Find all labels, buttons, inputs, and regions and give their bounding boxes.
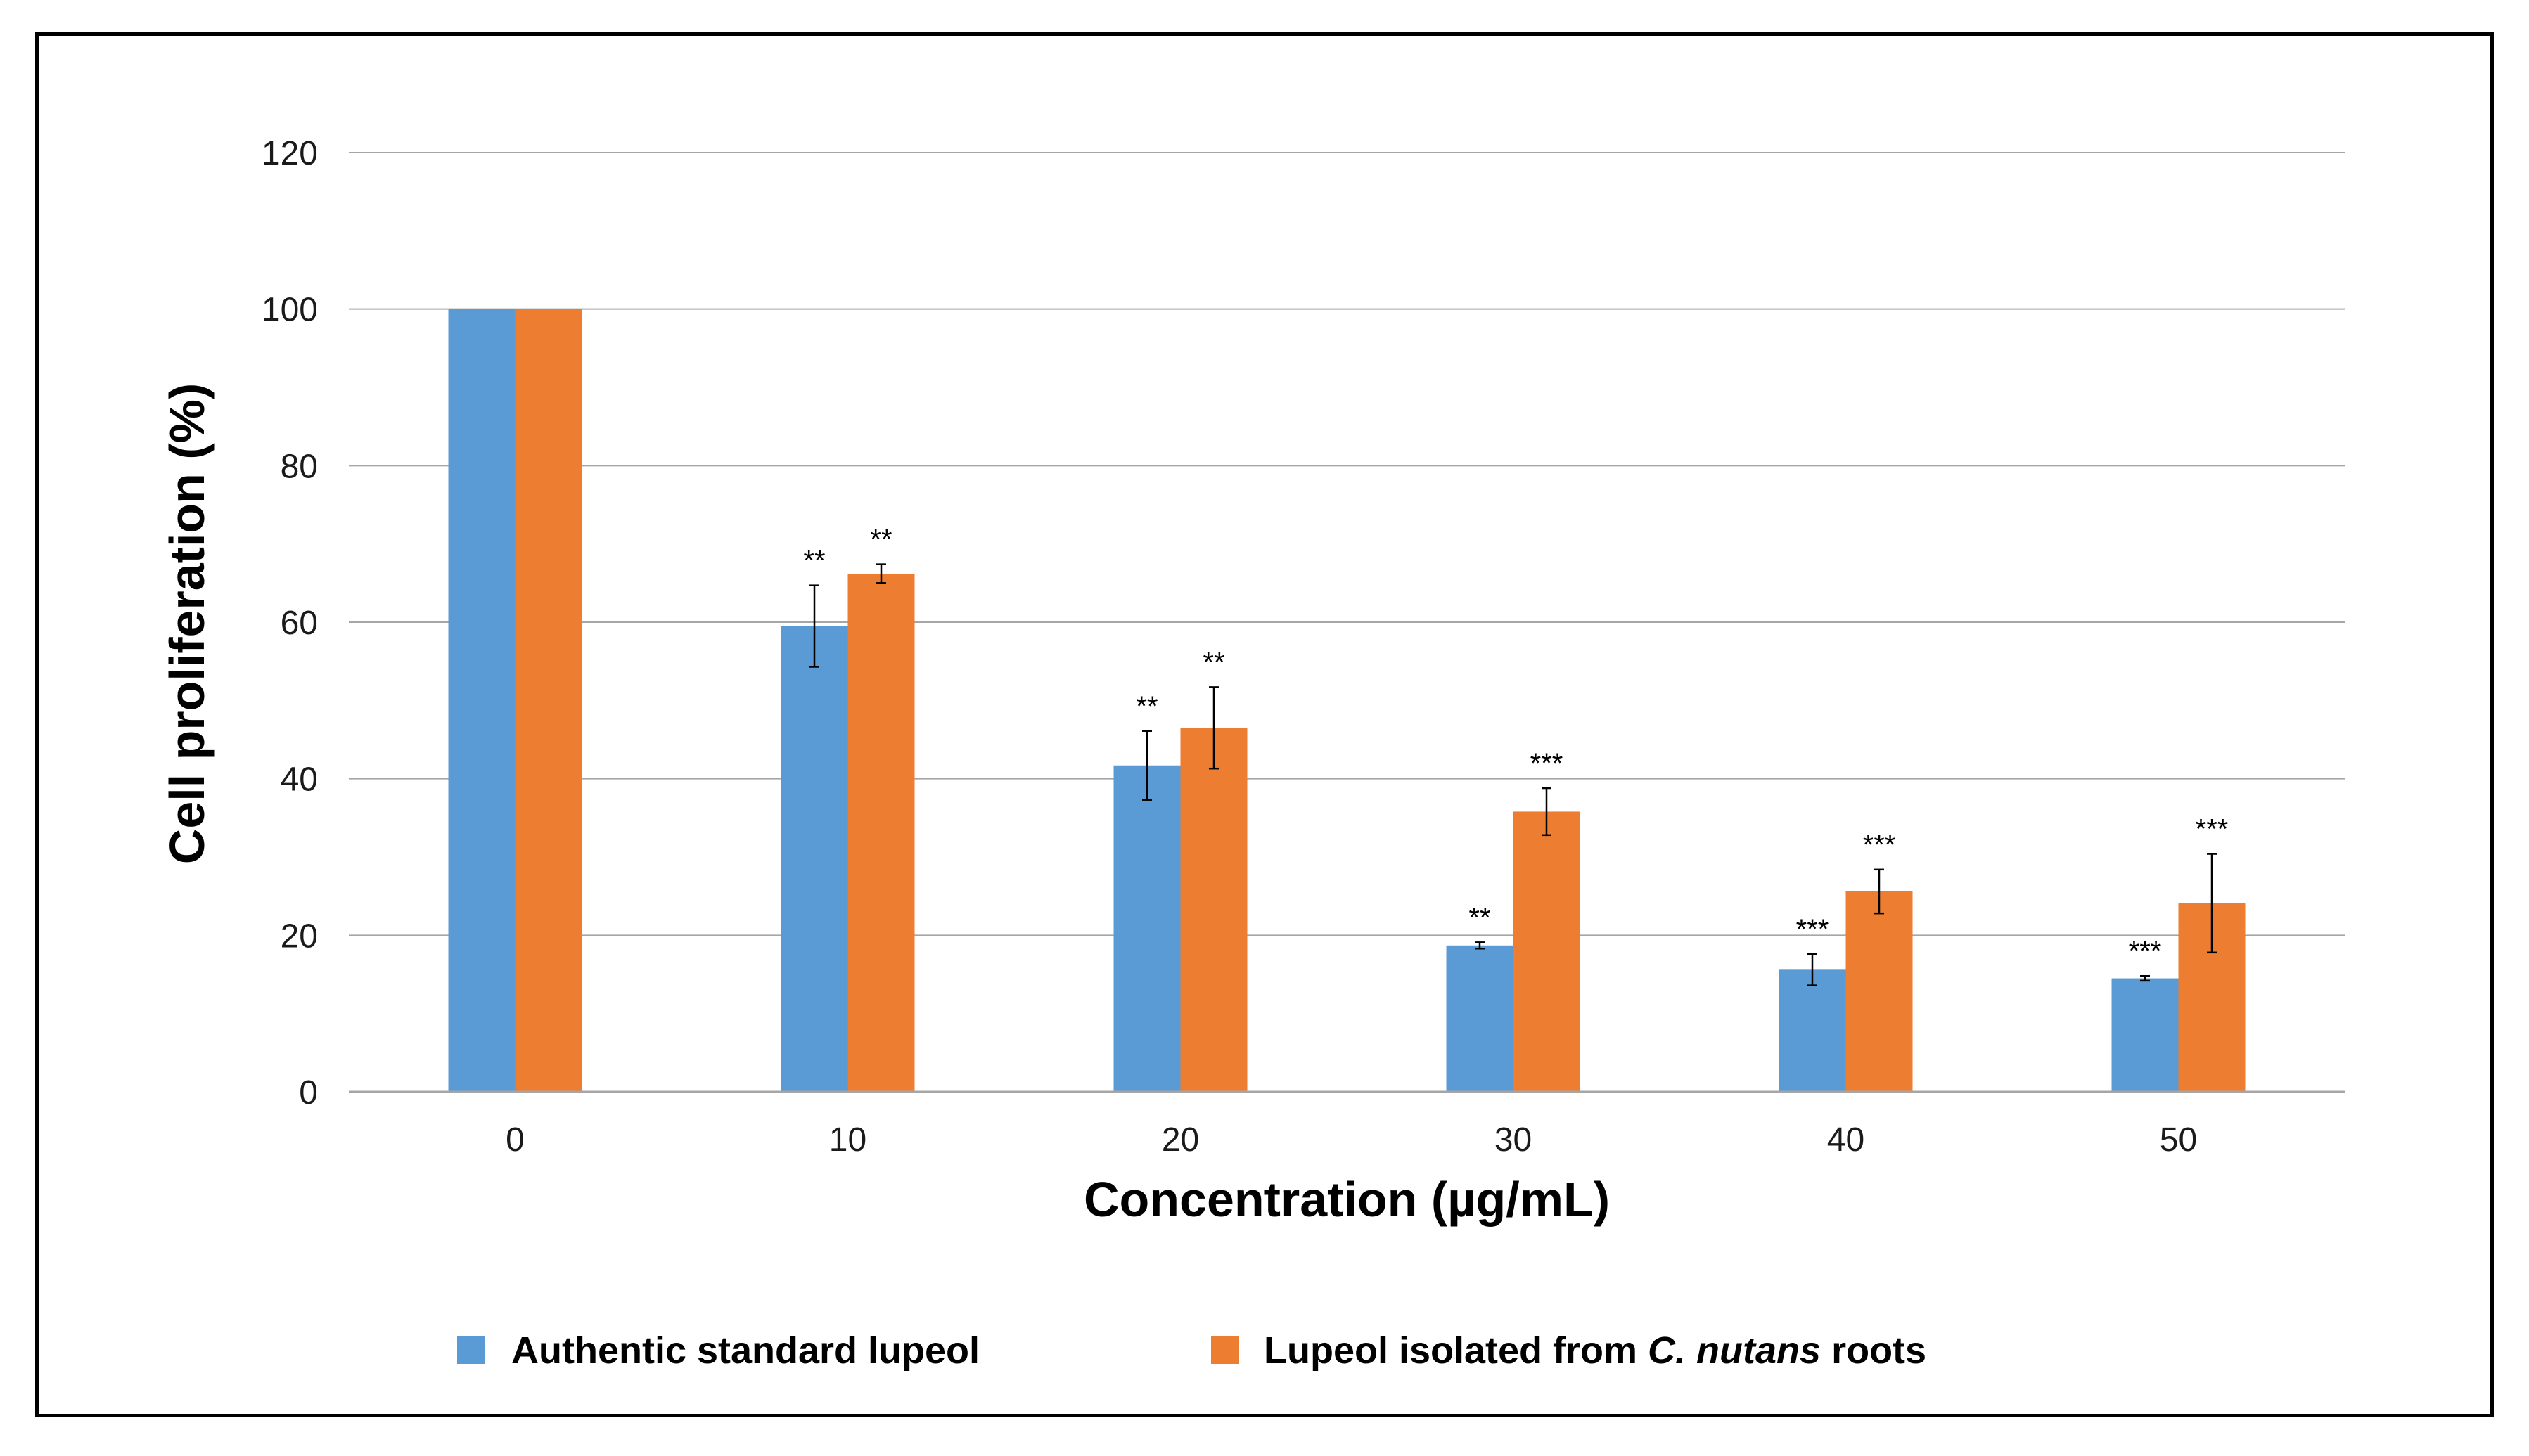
bar-authentic-50 — [2111, 978, 2179, 1092]
bar-authentic-30 — [1446, 945, 1513, 1092]
significance-label: *** — [1796, 914, 1829, 945]
y-tick-label: 80 — [281, 448, 318, 485]
bar-isolated-30 — [1513, 811, 1580, 1092]
significance-label: *** — [1530, 748, 1563, 779]
error-bar — [1475, 941, 1485, 950]
significance-label: ** — [870, 524, 892, 555]
bar-isolated-40 — [1845, 891, 1913, 1092]
y-tick-label: 100 — [262, 292, 318, 329]
y-tick-label: 40 — [281, 761, 318, 799]
x-axis-title: Concentration (µg/mL) — [1084, 1172, 1610, 1227]
bar-authentic-40 — [1779, 969, 1846, 1092]
error-bar — [1209, 686, 1219, 770]
legend-label-part: Authentic standard lupeol — [511, 1329, 980, 1372]
legend-item-authentic: Authentic standard lupeol — [457, 1329, 980, 1372]
significance-label: *** — [2196, 814, 2229, 845]
error-bar — [1874, 868, 1884, 915]
x-tick-label: 10 — [829, 1121, 866, 1159]
significance-label: ** — [803, 546, 825, 576]
figure-frame — [35, 32, 2494, 1417]
error-bar — [1807, 953, 1817, 986]
significance-label: ** — [1468, 902, 1490, 933]
y-tick-label: 0 — [299, 1074, 318, 1112]
y-tick-label: 120 — [262, 135, 318, 172]
legend-swatch — [457, 1336, 485, 1364]
x-axis-ticks: 0 10 20 30 40 50 — [506, 1121, 2197, 1159]
x-tick-label: 30 — [1494, 1121, 1532, 1159]
error-bar — [1542, 787, 1551, 837]
legend-label-part: Lupeol isolated from — [1264, 1329, 1648, 1372]
error-bar — [1142, 730, 1152, 801]
legend-item-isolated: Lupeol isolated from C. nutans roots — [1211, 1329, 1926, 1372]
bar-isolated-20 — [1180, 728, 1248, 1092]
error-bars — [809, 563, 2217, 986]
error-bar — [2140, 974, 2150, 982]
significance-label: ** — [1203, 647, 1224, 678]
x-tick-label: 0 — [506, 1121, 525, 1159]
significance-label: *** — [1863, 830, 1896, 861]
y-axis-title: Cell proliferation (%) — [160, 383, 215, 864]
y-tick-label: 20 — [281, 917, 318, 955]
significance-labels: ****** ******************* — [803, 524, 2228, 967]
y-axis-ticks: 0 20 40 60 80 100 120 — [262, 135, 318, 1112]
x-tick-label: 20 — [1162, 1121, 1199, 1159]
bar-isolated-10 — [847, 573, 915, 1092]
significance-label: *** — [2129, 936, 2162, 967]
bar-authentic-10 — [781, 626, 848, 1092]
legend-label: Lupeol isolated from C. nutans roots — [1264, 1329, 1926, 1372]
bars — [448, 309, 2246, 1093]
x-tick-label: 40 — [1827, 1121, 1864, 1159]
error-bar — [2207, 853, 2217, 954]
bar-isolated-0 — [515, 309, 582, 1093]
y-tick-label: 60 — [281, 605, 318, 642]
significance-label: ** — [1136, 691, 1158, 722]
legend-swatch — [1211, 1336, 1239, 1364]
bar-authentic-20 — [1113, 765, 1181, 1092]
bar-authentic-0 — [448, 309, 516, 1093]
legend-label: Authentic standard lupeol — [511, 1329, 980, 1372]
legend-label-part: roots — [1821, 1329, 1926, 1372]
legend: Authentic standard lupeol Lupeol isolated… — [457, 1329, 1926, 1372]
error-bar — [809, 584, 819, 668]
gridlines — [349, 152, 2345, 936]
x-tick-label: 50 — [2160, 1121, 2197, 1159]
legend-label-part: C. nutans — [1648, 1329, 1821, 1372]
error-bar — [876, 563, 886, 584]
